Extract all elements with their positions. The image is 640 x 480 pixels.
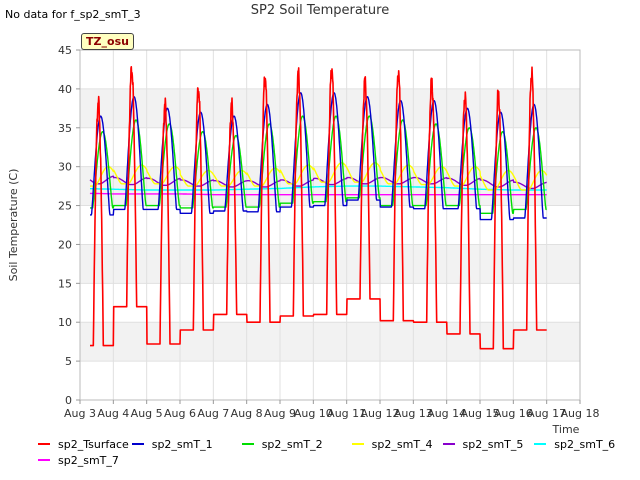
series-layer [89,66,548,350]
y-tick-label: 10 [58,316,72,329]
legend-item-sp2-smt-7: sp2_smT_7 [38,454,136,467]
series-line-sp2-tsurface [89,66,548,350]
x-tick-label: Aug 13 [394,407,433,420]
x-tick-label: Aug 12 [361,407,400,420]
x-tick-label: Aug 7 [197,407,229,420]
legend-item-sp2-smt-1: sp2_smT_1 [131,437,242,451]
legend-label: sp2_Tsurface [58,437,129,451]
series-line-sp2-smt-4 [89,162,548,191]
x-axis-label: Time [552,423,580,436]
legend-swatch [534,443,547,445]
series-line-sp2-smt-6 [89,185,547,191]
no-data-message: No data for f_sp2_smT_3 [5,8,141,21]
legend-label: sp2_smT_6 [554,437,616,451]
y-tick-label: 20 [58,238,72,251]
x-tick-label: Aug 8 [231,407,263,420]
y-tick-label: 5 [65,355,72,368]
legend-swatch [351,443,364,445]
x-tick-label: Aug 9 [264,407,296,420]
legend-swatch [38,443,50,445]
legend-label: sp2_smT_1 [151,437,213,451]
legend-label: sp2_smT_2 [261,437,323,451]
x-tick-label: Aug 17 [527,407,566,420]
chart-title: SP2 Soil Temperature [250,3,390,18]
legend-swatch [241,443,254,445]
legend-item-sp2-smt-5: sp2_smT_5 [442,437,535,451]
y-tick-label: 0 [65,394,72,407]
y-tick-label: 25 [58,200,72,213]
x-tick-label: Aug 18 [561,407,600,420]
legend-swatch [38,459,50,461]
legend-label: sp2_smT_4 [371,437,433,451]
x-tick-label: Aug 5 [131,407,163,420]
legend-swatch [131,443,144,445]
legend-item-sp2-smt-4: sp2_smT_4 [351,437,443,451]
plot-frame [79,49,581,401]
chart-legend: sp2_Tsurface sp2_smT_1 sp2_smT_2 sp2_smT… [38,436,628,468]
x-tick-label: Aug 3 [64,407,96,420]
y-tick-label: 30 [58,161,72,174]
x-tick-label: Aug 16 [494,407,533,420]
legend-swatch [442,443,455,445]
legend-row: sp2_Tsurface sp2_smT_1 sp2_smT_2 sp2_smT… [38,436,628,452]
x-tick-label: Aug 10 [294,407,333,420]
legend-label: sp2_smT_7 [58,453,119,467]
y-tick-label: 40 [58,83,72,96]
y-axis-label: Soil Temperature (C) [7,169,20,282]
x-tick-label: Aug 15 [461,407,500,420]
legend-item-sp2-smt-2: sp2_smT_2 [241,437,352,451]
y-tick-label: 15 [58,277,72,290]
legend-row: sp2_smT_7 [38,452,628,468]
grid-band [80,244,580,284]
grid-band [80,322,580,362]
x-tick-label: Aug 11 [327,407,366,420]
series-line-sp2-smt-7 [89,192,547,196]
legend-item-sp2-smt-6: sp2_smT_6 [534,438,628,451]
y-tick-label: 35 [58,122,72,135]
x-tick-label: Aug 4 [97,407,129,420]
x-tick-label: Aug 6 [164,407,196,420]
timezone-badge: TZ_osu [81,33,134,50]
y-tick-label: 45 [58,44,72,57]
legend-item-sp2-tsurface: sp2_Tsurface [38,438,132,451]
x-tick-label: Aug 14 [427,407,466,420]
legend-label: sp2_smT_5 [462,437,524,451]
